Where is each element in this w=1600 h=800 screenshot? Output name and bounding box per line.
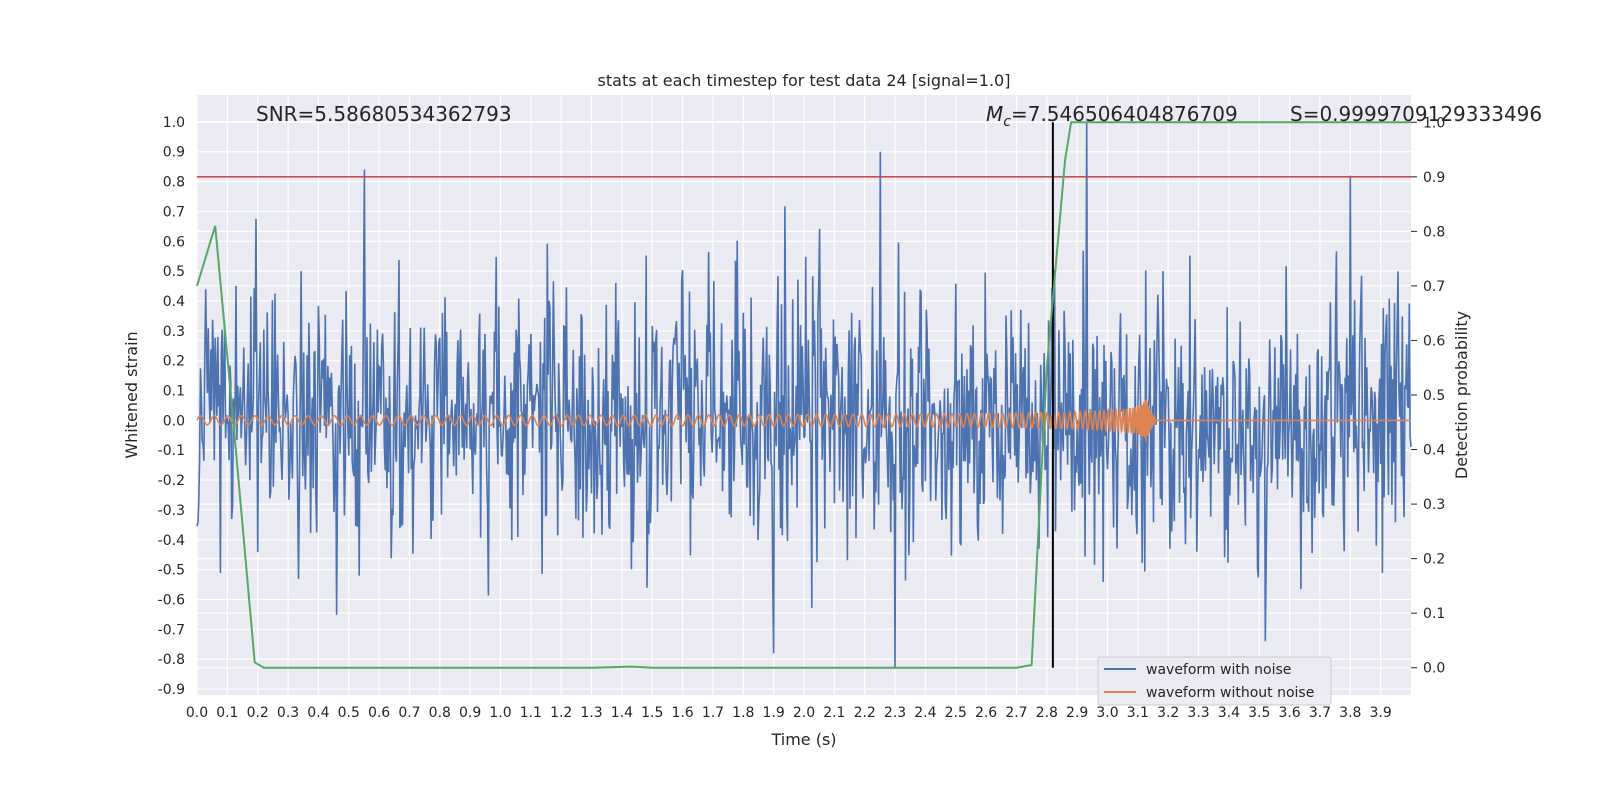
y-tick-label: 0.1	[163, 384, 185, 400]
x-tick-label: 0.6	[368, 705, 390, 721]
x-tick-label: 3.1	[1127, 705, 1149, 721]
x-tick-label: 2.4	[914, 705, 936, 721]
series-waveform-with-noise	[196, 121, 1412, 669]
chirp-trace	[196, 399, 1411, 442]
x-tick-label: 1.1	[520, 705, 542, 721]
y-tick-label: 0.6	[163, 234, 185, 250]
x-tick-label: 0.7	[398, 705, 420, 721]
x-tick-label: 0.0	[186, 705, 208, 721]
y-axis-label: Whitened strain	[122, 331, 141, 458]
y-tick-label: 0.2	[163, 354, 185, 370]
x-tick-label: 1.8	[732, 705, 754, 721]
x-tick-label: 3.9	[1370, 705, 1392, 721]
x-tick-label: 2.2	[854, 705, 876, 721]
y-tick-label: -0.7	[158, 622, 185, 638]
legend-label-clean: waveform without noise	[1146, 685, 1314, 701]
x-tick-label: 0.8	[429, 705, 451, 721]
snr-annotation: SNR=5.58680534362793	[256, 102, 512, 126]
y2-tick-label: 0.8	[1423, 224, 1445, 240]
y-tick-label: 0.8	[163, 175, 185, 191]
x-tick-label: 1.2	[550, 705, 572, 721]
y2-tick-label: 1.0	[1423, 115, 1445, 131]
x-axis-label: Time (s)	[770, 730, 836, 749]
y-tick-label: 0.5	[163, 264, 185, 280]
y2-tick-label: 0.0	[1423, 661, 1445, 677]
x-tick-label: 2.5	[945, 705, 967, 721]
x-tick-label: 1.7	[702, 705, 724, 721]
y2-tick-label: 0.5	[1423, 388, 1445, 404]
x-tick-label: 1.9	[763, 705, 785, 721]
y-tick-label: -0.8	[158, 652, 185, 668]
x-tick-label: 3.6	[1278, 705, 1300, 721]
x-tick-label: 3.0	[1096, 705, 1118, 721]
x-tick-label: 0.9	[459, 705, 481, 721]
y-tick-label: -0.6	[158, 592, 185, 608]
y2-tick-label: 0.1	[1423, 606, 1445, 622]
noise-trace	[196, 121, 1412, 669]
y-tick-label: -0.5	[158, 563, 185, 579]
x-tick-label: 2.3	[884, 705, 906, 721]
y2-tick-label: 0.4	[1423, 443, 1445, 459]
x-tick-label: 1.0	[489, 705, 511, 721]
x-tick-label: 1.4	[611, 705, 633, 721]
x-tick-label: 2.8	[1036, 705, 1058, 721]
y-tick-label: -0.4	[158, 533, 185, 549]
y-tick-label: 0.4	[163, 294, 185, 310]
x-tick-label: 1.5	[641, 705, 663, 721]
x-tick-label: 3.7	[1309, 705, 1331, 721]
x-axis: 0.0 0.1 0.2 0.3 0.4 0.5 0.6 0.7 0.8 0.9 1.0 1.1 1.2 1…	[186, 705, 1392, 721]
series-waveform-without-noise	[196, 399, 1411, 442]
y-tick-label: -0.2	[158, 473, 185, 489]
x-tick-label: 3.8	[1339, 705, 1361, 721]
y2-axis-label: Detection probability	[1452, 311, 1471, 479]
detection-probability-line	[196, 121, 1411, 669]
legend-label-noise: waveform with noise	[1146, 662, 1291, 678]
y2-tick-label: 0.9	[1423, 170, 1445, 186]
y2-tick-label: 0.2	[1423, 552, 1445, 568]
x-tick-label: 3.5	[1248, 705, 1270, 721]
legend-box	[1097, 656, 1332, 706]
x-tick-label: 0.4	[307, 705, 329, 721]
x-tick-label: 2.0	[793, 705, 815, 721]
y-tick-label: -0.1	[158, 443, 185, 459]
x-tick-label: 2.9	[1066, 705, 1088, 721]
legend: waveform with noise waveform without noi…	[1097, 656, 1332, 706]
y2-tick-label: 0.7	[1423, 279, 1445, 295]
x-tick-label: 0.5	[338, 705, 360, 721]
y-tick-label: -0.3	[158, 503, 185, 519]
mc-annotation: Mc=7.546506404876709	[986, 102, 1238, 130]
x-tick-label: 1.6	[671, 705, 693, 721]
y2-tick-label: 0.3	[1423, 497, 1445, 513]
x-tick-label: 2.1	[823, 705, 845, 721]
chart-title: stats at each timestep for test data 24 …	[598, 71, 1011, 90]
s-annotation: S=0.9999709129333496	[1290, 102, 1542, 126]
x-tick-label: 0.3	[277, 705, 299, 721]
y-axis-left: 1.0 0.9 0.8 0.7 0.6 0.5 0.4 0.3 0.2 0.1 0.0 -0.1 -0.…	[158, 115, 185, 698]
mc-value: =7.546506404876709	[1011, 102, 1238, 126]
x-tick-label: 0.1	[216, 705, 238, 721]
x-tick-label: 3.2	[1157, 705, 1179, 721]
x-tick-label: 3.4	[1218, 705, 1240, 721]
x-tick-label: 3.3	[1187, 705, 1209, 721]
x-tick-label: 2.6	[975, 705, 997, 721]
y-tick-label: 1.0	[163, 115, 185, 131]
y-tick-label: 0.7	[163, 204, 185, 220]
x-tick-label: 2.7	[1005, 705, 1027, 721]
x-tick-label: 1.3	[580, 705, 602, 721]
y2-tick-label: 0.6	[1423, 333, 1445, 349]
y-tick-label: 0.0	[163, 413, 185, 429]
y-tick-label: 0.9	[163, 145, 185, 161]
x-tick-label: 0.2	[247, 705, 269, 721]
y-tick-label: 0.3	[163, 324, 185, 340]
y-tick-label: -0.9	[158, 682, 185, 698]
overlay-lines	[196, 121, 1411, 669]
mc-subscript: c	[1003, 114, 1011, 130]
mc-symbol: M	[986, 102, 1003, 126]
y-axis-right: 1.0 0.9 0.8 0.7 0.6 0.5 0.4 0.3 0.2 0.1 0.0	[1411, 115, 1445, 677]
